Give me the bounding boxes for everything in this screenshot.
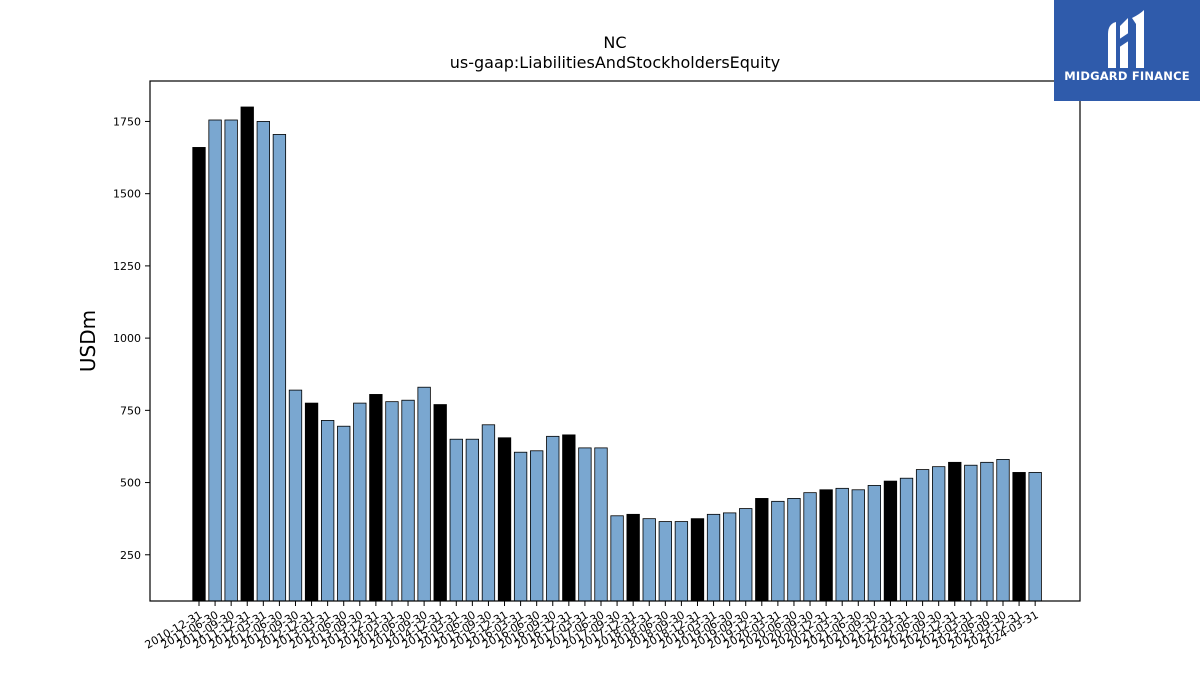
bar-2017-09-30 <box>610 515 624 602</box>
bar-2023-09-30 <box>996 459 1010 602</box>
bar-2011-06-30 <box>208 119 222 602</box>
bar-2021-06-30 <box>851 489 865 602</box>
bar-2015-09-30 <box>481 424 496 602</box>
midgard-logo-icon <box>1108 10 1144 68</box>
bar-2022-09-30 <box>932 466 946 602</box>
y-tick-label: 1250 <box>113 260 141 273</box>
bar-2023-03-31 <box>964 464 978 602</box>
bar-2014-06-30 <box>401 399 415 602</box>
brand-logo: MIDGARD FINANCE <box>1054 0 1200 101</box>
bar-2013-09-30 <box>353 402 367 602</box>
bar-2014-12-31 <box>433 404 447 602</box>
bar-2022-03-31 <box>899 477 914 602</box>
bar-2018-06-30 <box>658 521 672 602</box>
bar-2017-12-31 <box>626 513 640 602</box>
bar-2014-03-31 <box>385 401 399 602</box>
bar-2022-12-31 <box>948 461 962 602</box>
x-axis-ticks: 2010-12-312011-06-302011-09-302011-12-31… <box>143 601 1041 652</box>
bar-2021-09-30 <box>867 485 882 602</box>
bar-2020-03-31 <box>771 500 785 602</box>
bar-2023-12-31 <box>1012 472 1026 602</box>
bar-2024-03-31 <box>1028 472 1042 602</box>
bar-2019-12-31 <box>755 498 769 602</box>
bar-2017-06-30 <box>594 447 608 602</box>
bar-2015-03-31 <box>449 438 463 602</box>
bar-2018-09-30 <box>674 521 689 602</box>
y-axis-ticks: 250 500 750 1000 1250 1500 1750 <box>113 115 150 562</box>
bar-2018-12-31 <box>690 518 705 602</box>
bar-2019-06-30 <box>722 512 737 602</box>
bar-2014-09-30 <box>417 386 431 602</box>
bar-2019-09-30 <box>739 508 753 602</box>
bar-2013-06-30 <box>337 425 351 602</box>
bar-2023-06-30 <box>980 461 994 602</box>
y-axis-label: USDm <box>76 310 100 372</box>
chart-title: NC <box>603 33 626 52</box>
bar-2016-06-30 <box>530 450 544 602</box>
bar-2011-12-31 <box>240 106 254 602</box>
bar-2013-03-31 <box>320 420 335 602</box>
bar-2012-03-31 <box>256 121 270 602</box>
bar-2015-12-31 <box>497 437 512 602</box>
bar-2020-12-31 <box>819 489 833 602</box>
y-tick-label: 250 <box>120 549 141 562</box>
bar-2012-09-30 <box>288 389 303 602</box>
bar-2021-03-31 <box>835 487 849 602</box>
bar-2016-03-31 <box>513 451 528 602</box>
chart-subtitle: us-gaap:LiabilitiesAndStockholdersEquity <box>450 53 781 72</box>
brand-name: MIDGARD FINANCE <box>1064 69 1190 83</box>
bar-2015-06-30 <box>465 438 480 602</box>
y-tick-label: 750 <box>120 404 141 417</box>
y-tick-label: 1750 <box>113 115 141 128</box>
bar-2010-12-31 <box>192 147 206 602</box>
bar-2017-03-31 <box>578 447 592 602</box>
bar-2020-09-30 <box>803 492 817 602</box>
bar-2019-03-31 <box>706 513 721 602</box>
y-tick-label: 500 <box>120 477 141 490</box>
bar-2016-12-31 <box>562 434 576 602</box>
plot-frame <box>149 80 1081 602</box>
bar-2020-06-30 <box>787 498 801 602</box>
bar-2011-09-30 <box>224 119 238 602</box>
bar-2016-09-30 <box>546 435 560 602</box>
bar-2021-12-31 <box>883 480 898 602</box>
y-tick-label: 1000 <box>113 332 141 345</box>
y-tick-label: 1500 <box>113 188 141 201</box>
bar-2012-12-31 <box>304 402 319 602</box>
bar-2018-03-31 <box>642 518 656 602</box>
bars-group <box>192 106 1042 602</box>
bar-2022-06-30 <box>915 469 930 602</box>
bar-2013-12-31 <box>369 394 383 602</box>
bar-2012-06-30 <box>272 134 287 602</box>
